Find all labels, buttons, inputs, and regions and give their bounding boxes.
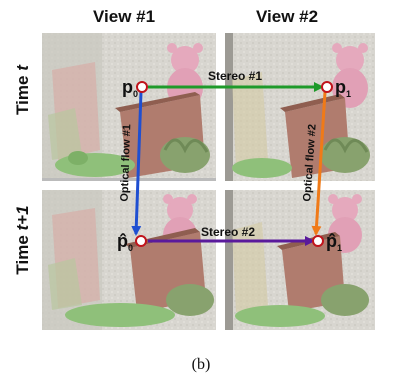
point-marker-p0 <box>136 81 148 93</box>
edge-label-optical-flow-1: Optical flow #1 <box>119 124 134 202</box>
image-panel-view2-time-t <box>225 33 375 181</box>
arrow-optical-flow-2 <box>311 91 327 236</box>
arrow-optical-flow-1 <box>131 91 143 236</box>
point-marker-p0-hat <box>135 235 147 247</box>
image-panel-view1-time-t1 <box>42 190 216 330</box>
point-label-p1-hat: p̂1 <box>326 231 342 253</box>
point-label-p1: p1 <box>335 77 351 99</box>
edge-label-stereo-2: Stereo #2 <box>201 225 255 239</box>
column-title-view-1: View #1 <box>93 7 156 26</box>
edge-label-stereo-1: Stereo #1 <box>208 69 262 83</box>
point-label-p0: p0 <box>122 77 138 99</box>
image-panel-view2-time-t1 <box>225 190 375 330</box>
column-title-view-2: View #2 <box>256 7 319 26</box>
edge-label-optical-flow-2: Optical flow #2 <box>301 124 318 202</box>
image-panel-view1-time-t <box>42 33 216 181</box>
point-marker-p1-hat <box>312 235 324 247</box>
point-label-p0-hat: p̂0 <box>117 231 133 253</box>
point-marker-p1 <box>321 81 333 93</box>
figure-caption: (b) <box>191 356 211 373</box>
